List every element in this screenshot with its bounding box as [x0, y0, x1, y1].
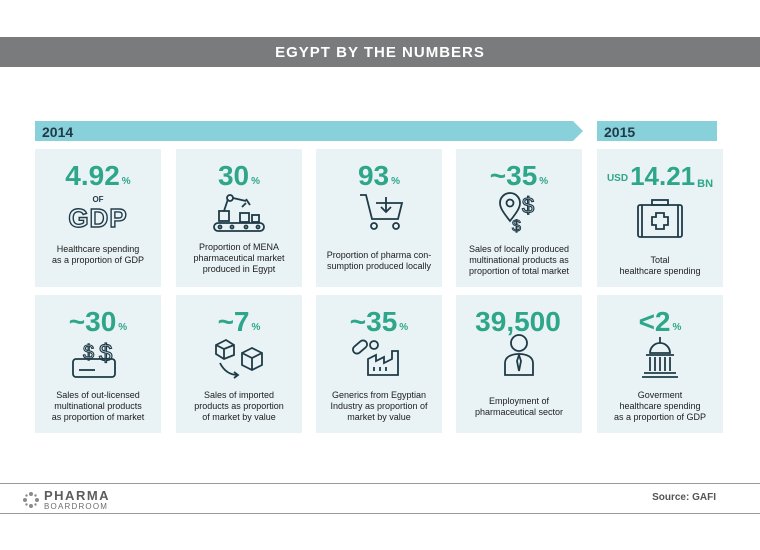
stat-desc: Sales of imported products as proportion o…: [194, 390, 284, 422]
logo-icon: [23, 492, 39, 508]
stat-of-label: OF: [92, 195, 104, 204]
stat-desc: Healthcare spending as a proportion of GD…: [51, 244, 145, 265]
stat-desc: Generics from Egyptian Industry as propor…: [330, 390, 428, 422]
year-2015-bar: [597, 121, 717, 141]
stat-value: ~7%: [217, 306, 261, 337]
stat-card-total-healthcare: USD14.21 BN Total healthcare spending: [597, 149, 723, 287]
svg-text:$: $: [83, 342, 94, 364]
shopping-cart-icon: [360, 194, 404, 230]
stat-desc: Sales of locally produced multinational p…: [468, 244, 570, 276]
stat-card-healthcare-gdp: 4.92% OF GDP Healthcare spending as a pro…: [35, 149, 161, 287]
stat-card-employment: 39,500 Employment of pharmaceutical secto…: [456, 295, 582, 433]
stat-card-outlicensed: ~30% $ $ Sales of out-licensed multinatio…: [35, 295, 161, 433]
government-building-icon: [642, 337, 678, 378]
stat-card-local-consumption: 93% Proportion of pharma con-sumption pr…: [316, 149, 442, 287]
stat-desc: Proportion of pharma con-sumption produc…: [326, 250, 432, 271]
boxes-icon: [215, 338, 263, 379]
factory-pills-icon: [352, 339, 399, 376]
stat-card-generics: ~35% Generics from Egyptian Industry as p…: [316, 295, 442, 433]
page-title: EGYPT BY THE NUMBERS: [0, 37, 760, 67]
stat-value: <2%: [638, 306, 682, 337]
svg-text:$: $: [522, 193, 534, 218]
footer-divider-bottom: [0, 513, 760, 514]
medical-case-icon: [637, 199, 683, 238]
stat-desc: Total healthcare spending: [619, 255, 701, 276]
footer-divider-top: [0, 483, 760, 484]
stat-card-government-spending: <2% Goverment healthcare spending as a pro…: [597, 295, 723, 433]
stat-card-mena-market: 30% Proportion of MENA pharmaceutical mar…: [176, 149, 302, 287]
credit-card-dollar-icon: $ $: [72, 339, 116, 378]
stat-value: 93%: [357, 160, 401, 191]
year-2015-label: 2015: [604, 124, 636, 140]
svg-text:$: $: [512, 218, 521, 233]
stat-value: ~30%: [68, 306, 128, 337]
stat-card-imported: ~7% Sales of imported products as proport…: [176, 295, 302, 433]
stat-value: ~35%: [489, 160, 549, 191]
year-2014-bar: [35, 121, 583, 141]
svg-text:$: $: [99, 340, 112, 367]
stat-desc: Employment of pharmaceutical sector: [474, 396, 564, 417]
stat-desc: Sales of out-licensed multinational produ…: [51, 390, 145, 422]
robot-arm-icon: [213, 194, 265, 232]
source-label: Source: GAFI: [652, 492, 716, 503]
stat-card-local-multinational: ~35% $ $ Sales of locally produced multin…: [456, 149, 582, 287]
stat-value: 4.92%: [65, 160, 131, 191]
stat-value: ~35%: [349, 306, 409, 337]
stat-desc: Proportion of MENA pharmaceutical market p…: [193, 242, 285, 274]
stat-desc: Goverment healthcare spending as a proport…: [613, 390, 707, 422]
gdp-text: GDP: [68, 202, 128, 233]
stat-value: USD14.21 BN: [606, 161, 714, 191]
stat-value: 39,500: [475, 306, 561, 337]
stat-value: 30%: [217, 160, 261, 191]
year-2014-label: 2014: [42, 124, 74, 140]
location-dollar-icon: $ $: [499, 192, 535, 233]
person-icon: [504, 334, 534, 376]
